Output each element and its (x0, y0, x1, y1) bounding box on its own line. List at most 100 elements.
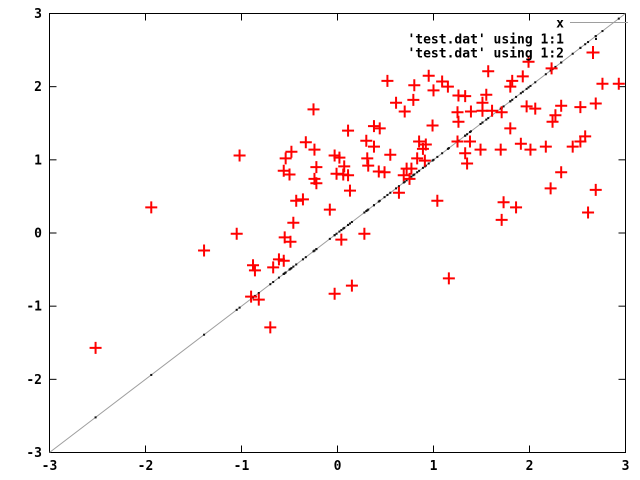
data-point-dot (479, 122, 482, 125)
data-point-plus (392, 186, 405, 199)
data-point-dot (333, 234, 336, 237)
data-point-plus (582, 206, 595, 219)
data-point-plus (328, 287, 341, 300)
data-point-plus (310, 161, 323, 174)
x-ticks (49, 13, 626, 453)
data-point-dot (436, 155, 439, 158)
data-point-plus (452, 115, 465, 128)
data-point-dot (511, 98, 514, 101)
data-point-dot (397, 185, 400, 188)
data-point-plus (407, 93, 420, 106)
data-point-dot (282, 272, 285, 275)
x-tick-label: -2 (138, 459, 154, 474)
data-point-plus (285, 145, 298, 158)
data-point-plus (566, 140, 579, 153)
data-point-dot (235, 308, 238, 311)
data-point-plus (358, 227, 371, 240)
data-point-dot (579, 46, 582, 49)
plus-points-series (89, 55, 625, 354)
data-point-plus (494, 143, 507, 156)
data-point-dot (525, 87, 528, 90)
y-tick-labels: 3 2 1 0 -1 -2 -3 (26, 7, 42, 461)
data-point-plus (426, 119, 439, 132)
data-point-dot (571, 52, 574, 55)
data-point-plus (474, 143, 487, 156)
data-point-plus (589, 183, 602, 196)
data-point-plus (555, 99, 568, 112)
data-point-plus (418, 154, 431, 167)
data-point-plus (546, 115, 559, 128)
y-tick-label: -1 (26, 300, 42, 315)
data-point-plus (245, 290, 258, 303)
data-point-plus (461, 157, 474, 170)
data-point-dot (350, 221, 353, 224)
data-point-plus (342, 169, 355, 182)
data-point-dot (412, 174, 415, 177)
data-point-dot (416, 171, 419, 174)
data-point-dot (257, 291, 260, 294)
data-point-plus (89, 341, 102, 354)
legend: x 'test.dat' using 1:1 'test.dat' using … (407, 17, 628, 62)
legend-label-using-1-1: 'test.dat' using 1:1 (407, 33, 564, 48)
data-point-dot (521, 90, 524, 93)
data-point-plus (367, 140, 380, 153)
data-point-plus (381, 74, 394, 87)
data-point-dot (383, 196, 386, 199)
data-point-plus (398, 105, 411, 118)
data-point-plus (367, 120, 380, 133)
data-point-dot (238, 306, 241, 309)
data-point-dot (372, 204, 375, 207)
data-point-plus (299, 136, 312, 149)
data-point-plus (267, 261, 280, 274)
data-point-dot (386, 193, 389, 196)
data-point-dot (427, 162, 430, 165)
data-point-plus (555, 166, 568, 179)
data-point-plus (480, 88, 493, 101)
data-point-dot (418, 169, 421, 172)
data-point-dot (395, 187, 398, 190)
data-point-plus (459, 90, 472, 103)
data-point-plus (264, 321, 277, 334)
data-point-plus (413, 135, 426, 148)
data-point-plus (345, 279, 358, 292)
y-tick-label: 3 (34, 7, 42, 22)
data-point-plus (436, 75, 449, 88)
data-point-plus (283, 168, 296, 181)
data-point-plus (284, 235, 297, 248)
data-point-plus (323, 203, 336, 216)
data-point-dot (328, 237, 331, 240)
data-point-plus (422, 69, 435, 82)
data-point-dot (347, 223, 350, 226)
data-point-plus (522, 55, 535, 68)
y-tick-label: -2 (26, 373, 42, 388)
x-tick-label: 3 (622, 459, 630, 474)
data-point-plus (405, 162, 418, 175)
dots-series (94, 17, 620, 419)
data-point-dot (304, 256, 307, 259)
data-point-plus (441, 80, 454, 93)
data-point-dot (481, 121, 484, 124)
data-point-plus (431, 194, 444, 207)
data-point-dot (295, 263, 298, 266)
data-point-dot (544, 73, 547, 76)
data-point-dot (342, 227, 345, 230)
data-point-plus (373, 122, 386, 135)
data-point-plus (510, 201, 523, 214)
data-point-dot (431, 159, 434, 162)
data-point-plus (411, 152, 424, 165)
x-tick-label: -1 (234, 459, 250, 474)
data-point-dot (292, 265, 295, 268)
data-point-plus (233, 149, 246, 162)
data-point-dot (554, 65, 557, 68)
data-point-plus (529, 102, 542, 115)
data-point-dot (587, 41, 590, 44)
data-point-dot (468, 131, 471, 134)
data-point-dot (289, 267, 292, 270)
data-point-dot (269, 283, 272, 286)
data-point-plus (516, 70, 529, 83)
x-tick-label: 0 (334, 459, 342, 474)
data-point-plus (335, 233, 348, 246)
data-point-plus (574, 101, 587, 114)
data-point-plus (463, 135, 476, 148)
